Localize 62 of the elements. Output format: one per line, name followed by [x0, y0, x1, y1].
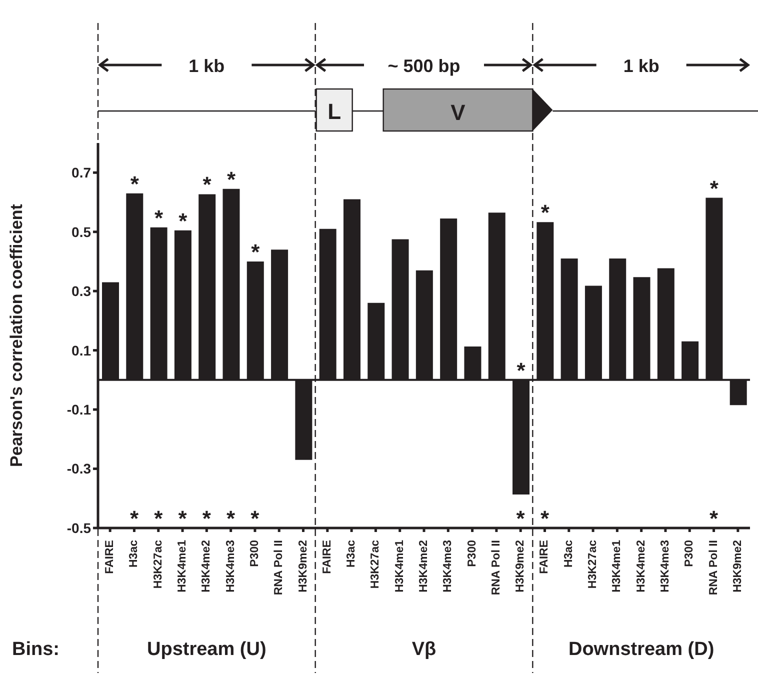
x-tick-label: FAIRE — [538, 540, 551, 574]
y-tick-label: -0.3 — [66, 460, 92, 477]
x-tick-label: P300 — [684, 540, 696, 567]
annotation: * — [178, 506, 188, 531]
x-tick-label: H3K9me2 — [297, 540, 310, 592]
data-label: * — [226, 166, 236, 192]
data-label: * — [154, 205, 164, 230]
x-tick-label: H3K4me1 — [176, 539, 189, 592]
x-tick-label: H3K4me2 — [418, 540, 430, 592]
x-axis-title: Bins: — [12, 639, 60, 660]
data-label: * — [540, 200, 550, 226]
data-label: * — [178, 208, 188, 234]
x-tick-label: H3ac — [128, 539, 140, 568]
x-tick-label: RNA Pol II — [490, 540, 502, 596]
y-tick-label: 0.1 — [72, 342, 92, 358]
x-tick-label: P300 — [248, 540, 261, 567]
x-tick-label: RNA Pol II — [708, 540, 720, 596]
x-tick-label: H3K27ac — [152, 539, 164, 589]
x-tick-label: H3K4me3 — [659, 540, 672, 592]
annotation: * — [226, 506, 236, 531]
x-tick-label: P300 — [466, 540, 478, 567]
y-tick-label: 0.3 — [72, 283, 92, 300]
text: 1 kb — [188, 56, 225, 76]
annotation: * — [516, 358, 526, 383]
x-tick-label: H3K4me3 — [442, 540, 454, 592]
x-tick-label: H3K27ac — [587, 539, 600, 589]
annotation: * — [540, 506, 550, 531]
x-tick-label: H3K4me2 — [200, 540, 213, 592]
text: Upstream (U) — [147, 639, 266, 660]
x-tick-label: H3K9me2 — [514, 540, 527, 592]
text: V — [450, 100, 466, 125]
annotation: * — [250, 506, 260, 531]
data-label: * — [130, 171, 140, 196]
data-label: * — [202, 172, 212, 198]
annotation: * — [709, 506, 718, 531]
annotation: * — [202, 506, 212, 531]
annotation: * — [130, 506, 139, 531]
x-tick-label: H3K4me1 — [394, 539, 406, 592]
text: 1 kb — [623, 56, 660, 76]
data-label: * — [516, 506, 526, 531]
y-tick-label: -0.1 — [66, 402, 92, 418]
text: Downstream (D) — [568, 639, 714, 660]
y-tick-label: 0.5 — [72, 224, 92, 240]
y-axis-title: Pearson's correlation coefficient — [7, 204, 26, 467]
text: L — [328, 99, 342, 124]
annotation: * — [154, 506, 164, 531]
x-tick-label: FAIRE — [104, 540, 116, 574]
x-tick-label: H3ac — [562, 539, 575, 568]
data-label: * — [710, 176, 719, 201]
x-tick-label: H3K4me1 — [611, 539, 624, 592]
text: ~ 500 bp — [388, 56, 460, 76]
x-tick-label: H3K9me2 — [732, 540, 744, 592]
x-tick-label: FAIRE — [321, 540, 334, 574]
text: Vβ — [412, 639, 436, 660]
x-tick-label: H3ac — [346, 539, 358, 568]
y-tick-label: 0.7 — [72, 164, 92, 181]
y-tick-label: -0.5 — [66, 520, 92, 536]
x-tick-label: H3K4me2 — [635, 540, 648, 592]
x-tick-label: RNA Pol II — [273, 540, 286, 596]
x-tick-label: H3K27ac — [370, 539, 382, 589]
data-label: * — [251, 239, 260, 264]
x-tick-label: H3K4me3 — [224, 540, 237, 592]
